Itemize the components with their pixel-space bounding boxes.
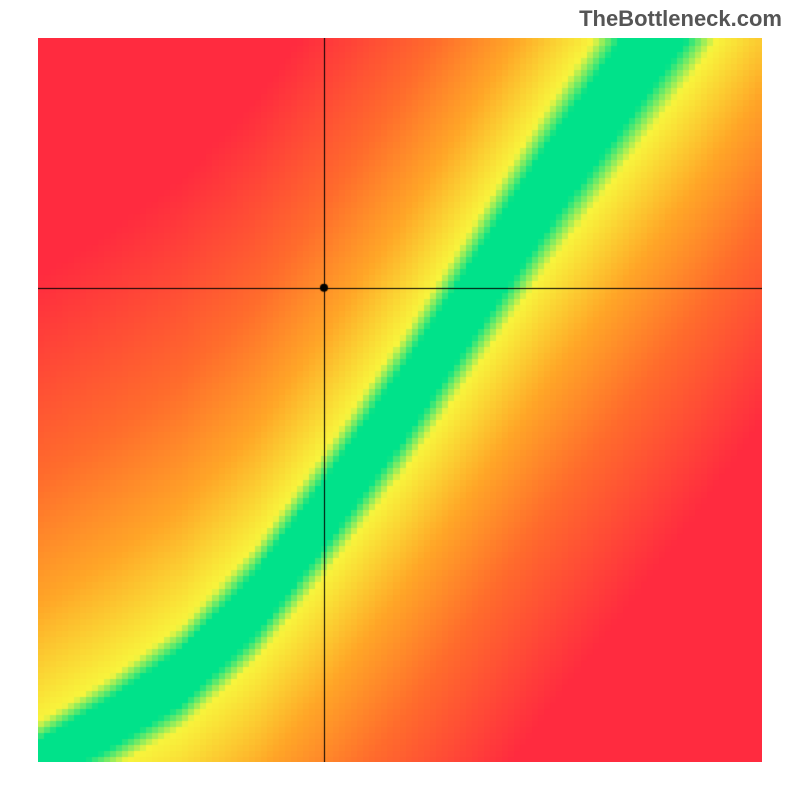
- watermark-text: TheBottleneck.com: [579, 6, 782, 32]
- bottleneck-heatmap: [38, 38, 762, 762]
- heatmap-container: [38, 38, 762, 762]
